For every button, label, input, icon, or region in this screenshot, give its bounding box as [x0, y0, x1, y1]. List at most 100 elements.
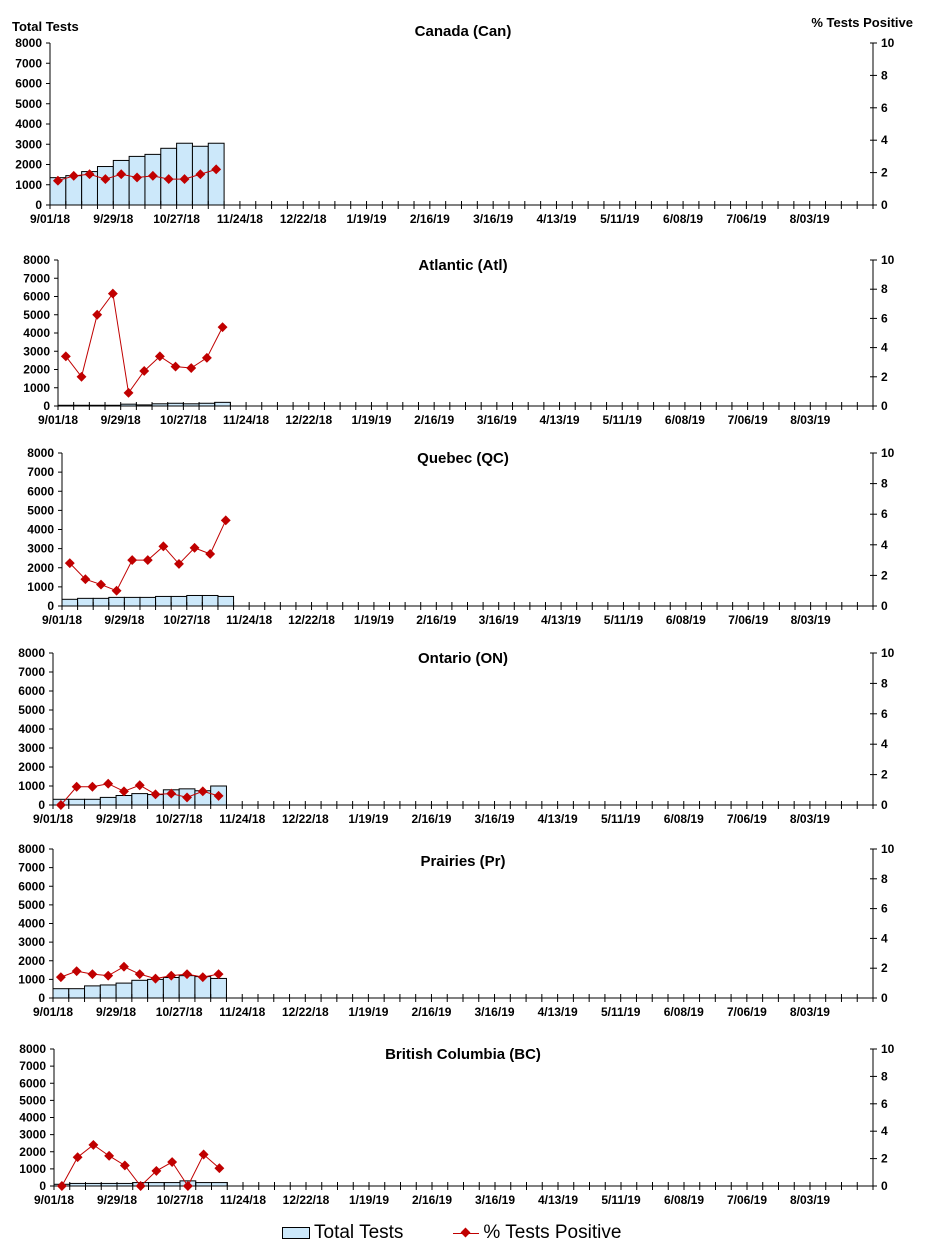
- point-pct-positive: [150, 789, 161, 800]
- y-tick-label: 7000: [18, 665, 45, 679]
- x-tick-label: 4/13/19: [538, 1005, 578, 1019]
- x-tick-label: 5/11/19: [601, 1193, 641, 1207]
- y-tick-label: 6000: [27, 484, 54, 498]
- point-pct-positive: [163, 174, 174, 185]
- y-tick-label: 7000: [15, 56, 42, 70]
- bar-total-tests: [148, 1182, 165, 1187]
- point-pct-positive: [119, 1160, 130, 1171]
- x-tick-label: 2/16/19: [410, 212, 450, 226]
- y-tick-label: 0: [39, 1179, 46, 1193]
- y-tick-label: 4000: [18, 917, 45, 931]
- point-pct-positive: [182, 792, 192, 803]
- y2-tick-label: 10: [881, 1042, 895, 1056]
- point-pct-positive: [96, 579, 106, 590]
- point-pct-positive: [211, 164, 222, 175]
- x-tick-label: 6/08/19: [663, 212, 703, 226]
- bar-total-tests: [99, 796, 117, 806]
- point-pct-positive: [197, 972, 208, 983]
- bar-total-tests: [155, 595, 172, 607]
- y-tick-label: 4000: [18, 722, 45, 736]
- point-pct-positive: [166, 970, 177, 981]
- x-tick-label: 9/01/18: [30, 212, 70, 226]
- point-pct-positive: [198, 1149, 209, 1160]
- y-tick-label: 8000: [23, 253, 50, 267]
- y-tick-label: 4000: [23, 326, 50, 340]
- bar-total-tests: [131, 979, 149, 999]
- x-tick-label: 3/16/19: [475, 1193, 515, 1207]
- bar-total-tests: [123, 596, 141, 607]
- point-pct-positive: [135, 1181, 146, 1191]
- point-pct-positive: [150, 973, 161, 984]
- y-tick-label: 8000: [15, 36, 42, 50]
- y-tick-label: 5000: [27, 503, 54, 517]
- point-pct-positive: [174, 558, 184, 569]
- x-tick-label: 12/22/18: [282, 1005, 329, 1019]
- x-tick-label: 7/06/19: [727, 1005, 767, 1019]
- x-tick-label: 10/27/18: [156, 1005, 203, 1019]
- y-tick-label: 2000: [23, 363, 50, 377]
- y-tick-label: 4000: [15, 117, 42, 131]
- point-pct-positive: [87, 781, 98, 792]
- point-pct-positive: [134, 780, 145, 791]
- y2-tick-label: 6: [881, 101, 888, 115]
- bar-total-tests: [77, 597, 94, 607]
- point-pct-positive: [205, 549, 216, 559]
- y-tick-label: 6000: [15, 77, 42, 91]
- bar-total-tests: [68, 798, 86, 806]
- y-tick-label: 5000: [18, 703, 45, 717]
- y2-tick-label: 4: [881, 1124, 888, 1138]
- y2-tick-label: 8: [881, 1069, 888, 1083]
- y-tick-label: 4000: [19, 1111, 46, 1125]
- bar-total-tests: [115, 795, 133, 806]
- x-tick-label: 6/08/19: [664, 812, 704, 826]
- x-tick-label: 10/27/18: [156, 812, 203, 826]
- y-tick-label: 0: [43, 399, 50, 413]
- bar-total-tests: [52, 988, 70, 999]
- point-pct-positive: [127, 555, 138, 566]
- panel-title: Quebec (QC): [417, 450, 509, 467]
- point-pct-positive: [84, 169, 95, 180]
- x-tick-label: 7/06/19: [727, 812, 767, 826]
- legend-item-pct-positive: % Tests Positive: [453, 1222, 621, 1244]
- x-tick-label: 10/27/18: [153, 212, 200, 226]
- x-tick-label: 11/24/18: [219, 812, 265, 826]
- point-pct-positive: [119, 786, 129, 797]
- y2-tick-label: 2: [881, 568, 888, 582]
- y-tick-label: 0: [38, 991, 45, 1005]
- x-tick-label: 9/01/18: [33, 1005, 73, 1019]
- y-tick-label: 8000: [27, 446, 54, 460]
- y-tick-label: 1000: [27, 580, 54, 594]
- y-tick-label: 2000: [27, 561, 54, 575]
- point-pct-positive: [170, 361, 181, 372]
- y-tick-label: 6000: [18, 879, 45, 893]
- bar-total-tests: [61, 598, 79, 607]
- point-pct-positive: [147, 170, 158, 181]
- y-tick-label: 3000: [27, 542, 54, 556]
- y2-tick-label: 0: [881, 1179, 888, 1193]
- point-pct-positive: [154, 351, 165, 362]
- x-tick-label: 4/13/19: [540, 413, 580, 427]
- x-tick-label: 8/03/19: [790, 1005, 830, 1019]
- x-tick-label: 3/16/19: [473, 212, 513, 226]
- x-tick-label: 9/29/18: [101, 413, 141, 427]
- point-pct-positive: [166, 788, 177, 799]
- y2-tick-label: 2: [881, 370, 888, 384]
- point-pct-positive: [72, 1152, 83, 1163]
- panel-5: British Columbia (BC) 0 1000 2000 3000 4000 50…: [19, 1042, 894, 1207]
- x-tick-label: 12/22/18: [283, 1193, 330, 1207]
- x-tick-label: 9/29/18: [104, 613, 144, 627]
- y-tick-label: 1000: [23, 381, 50, 395]
- bar-total-tests: [195, 1182, 212, 1187]
- legend-label-pct-positive: % Tests Positive: [483, 1222, 622, 1243]
- x-tick-label: 9/01/18: [38, 413, 78, 427]
- point-pct-positive: [92, 309, 103, 320]
- point-pct-positive: [71, 781, 82, 792]
- x-tick-label: 5/11/19: [603, 413, 643, 427]
- point-pct-positive: [186, 363, 197, 373]
- bar-total-tests: [211, 1182, 228, 1187]
- y-tick-label: 0: [38, 798, 45, 812]
- y2-tick-label: 8: [881, 872, 888, 886]
- y-axis-title: Total Tests: [12, 19, 79, 34]
- point-pct-positive: [104, 1150, 115, 1161]
- panel-title: Prairies (Pr): [420, 853, 505, 870]
